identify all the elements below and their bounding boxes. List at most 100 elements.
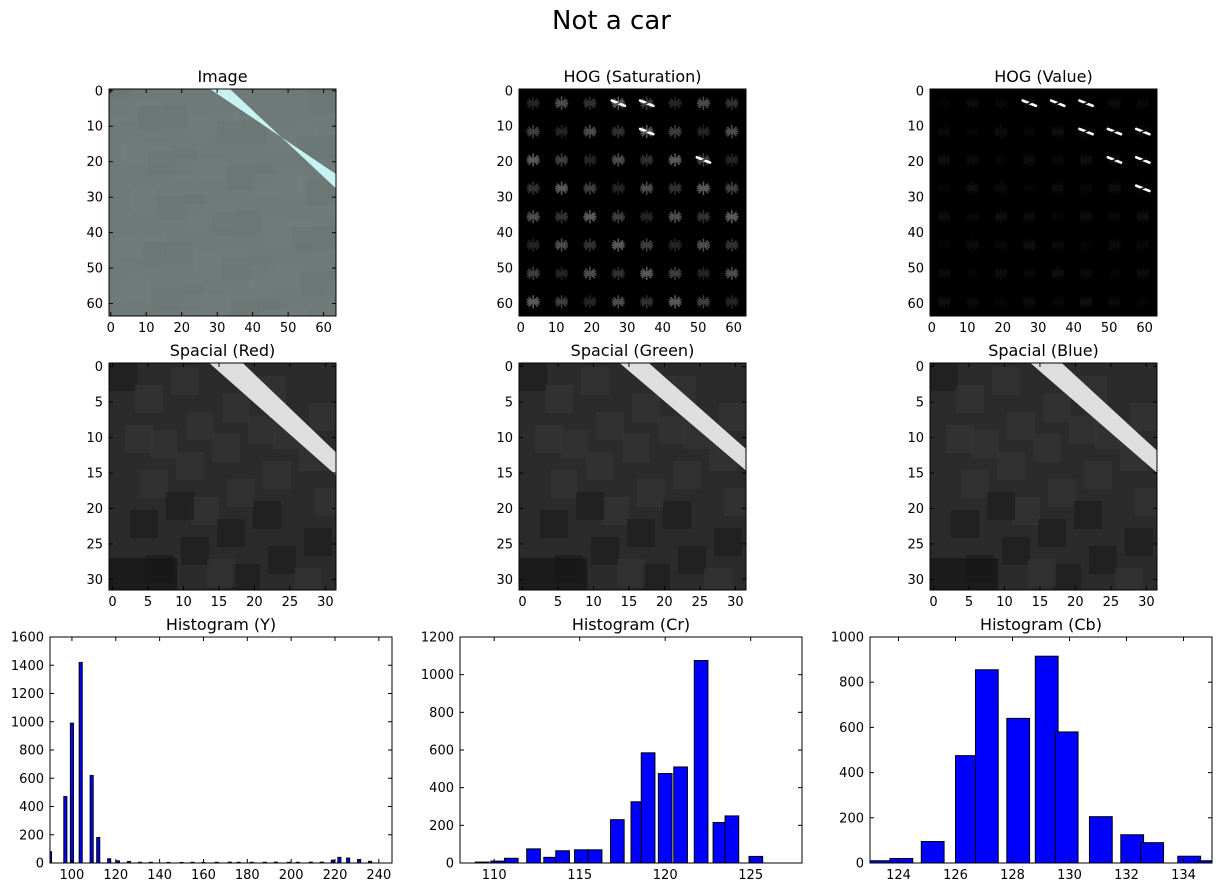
histogram-y-panel-bars [50,661,373,863]
histogram-y-panel-ytick-label: 600 [19,772,44,787]
histogram-cb-panel-xtick-label: 124 [886,868,911,883]
spacial-green-panel-xtick-label: 10 [585,595,602,610]
spacial-red-panel-ytick-label: 10 [86,431,103,446]
spacial-red-panel-ytick-label: 15 [86,466,103,481]
spacial-red-panel-raster [109,363,336,590]
histogram-cb-panel-title: Histogram (Cb) [980,615,1102,634]
hog-value-panel: HOG (Value) 0 10 20 30 40 50 60 0 10 20 30 40 50 60 [907,67,1158,336]
histogram-cr-panel-bar [526,848,541,863]
spacial-blue-panel-ytick-label: 5 [916,396,924,411]
spacial-green-panel-raster [519,363,746,590]
histogram-cr-panel-bar [503,857,519,863]
image-panel-xtick-label: 60 [315,321,332,336]
spacial-red-panel-xtick-label: 20 [246,595,263,610]
histogram-cr-panel-xtick-label: 120 [653,868,678,883]
histogram-cb-panel-bar [1177,855,1202,863]
image-panel-ytick-label: 60 [86,297,103,312]
histogram-cb-panel-bar [1120,834,1145,863]
histogram-cb-panel-bar [1054,731,1079,863]
histogram-cb-panel-bar [920,841,945,863]
histogram-cr-panel: Histogram (Cr) 110 115 120 125 0 200 400 600 800 1… [421,615,803,883]
histogram-cr-panel-bar [673,766,688,863]
hog-value-panel-xtick-label: 20 [994,321,1011,336]
hog-saturation-panel-xtick-label: 50 [690,321,707,336]
histogram-cb-panel-xtick-label: 126 [943,868,968,883]
image-panel-ytick-label: 10 [86,120,103,135]
spacial-green-panel-xtick-label: 5 [554,595,562,610]
histogram-cr-panel-bar [587,849,603,863]
hog-saturation-panel-xtick-label: 40 [654,321,671,336]
hog-value-panel-xtick-label: 50 [1101,321,1118,336]
hog-saturation-panel-ytick-label: 50 [496,262,513,277]
hog-saturation-panel-xtick-label: 20 [583,321,600,336]
hog-saturation-panel-ytick-label: 30 [496,191,513,206]
histogram-cb-panel-bar [889,857,914,863]
hog-saturation-panel-xtick-label: 30 [619,321,636,336]
image-panel-ytick-label: 40 [86,226,103,241]
histogram-cb-panel-bar [1034,655,1059,863]
image-panel-ytick-label: 20 [86,155,103,170]
spacial-green-panel: Spacial (Green) 0 5 10 15 20 25 30 0 5 10 15 20 25 30 [496,341,747,610]
histogram-y-panel-xtick-label: 240 [366,868,391,883]
spacial-green-panel-ytick-label: 0 [505,360,513,375]
spacial-green-panel-ytick-label: 20 [496,502,513,517]
histogram-y-panel-bar [78,661,83,863]
spacial-red-panel-ytick-label: 30 [86,573,103,588]
histogram-cr-panel-ytick-label: 600 [429,744,454,759]
hog-value-panel-xtick-label: 40 [1065,321,1082,336]
spacial-green-panel-xtick-label: 25 [692,595,709,610]
histogram-y-panel-title: Histogram (Y) [166,615,276,634]
spacial-blue-panel-xtick-label: 20 [1067,595,1084,610]
histogram-cr-panel-bar [574,849,589,863]
histogram-cb-panel-xtick-label: 132 [1114,868,1139,883]
hog-saturation-panel-ytick-label: 10 [496,120,513,135]
spacial-red-panel-ytick-label: 20 [86,502,103,517]
image-panel: Image 0 10 20 30 40 50 60 0 10 20 30 40 50 60 [86,67,337,336]
spacial-red-panel-xtick-label: 5 [144,595,152,610]
hog-value-panel-raster [930,89,1157,316]
spacial-red-panel-xtick-label: 15 [211,595,228,610]
spacial-green-panel-ytick-label: 30 [496,573,513,588]
histogram-cr-panel-bars [474,660,764,863]
histogram-cb-panel-xtick-label: 134 [1171,868,1196,883]
histogram-cr-panel-bar [640,752,656,863]
histogram-y-panel-bar [96,837,101,863]
spacial-blue-panel-ytick-label: 0 [916,360,924,375]
histogram-y-panel-bar [107,858,112,863]
image-panel-xtick-label: 20 [173,321,190,336]
spacial-blue-panel-xtick-label: 0 [929,595,937,610]
histogram-cb-panel-ytick-label: 1000 [831,631,864,646]
spacial-blue-panel-ytick-label: 15 [907,466,924,481]
hog-value-panel-xtick-label: 30 [1030,321,1047,336]
hog-value-panel-ytick-label: 10 [907,120,924,135]
image-panel-xtick-label: 10 [138,321,155,336]
histogram-cb-panel-ytick-label: 600 [839,721,864,736]
histogram-cr-panel-ytick-label: 400 [429,781,454,796]
image-panel-xtick-label: 30 [209,321,226,336]
histogram-y-panel-ytick-label: 1200 [11,687,44,702]
histogram-y-panel-ytick-label: 1000 [11,715,44,730]
histogram-y-panel-bar [337,856,342,863]
spacial-blue-panel-title: Spacial (Blue) [988,341,1099,360]
spacial-red-panel-xtick-label: 25 [282,595,299,610]
spacial-blue-panel-xtick-label: 15 [1032,595,1049,610]
spacial-blue-panel-xtick-label: 30 [1138,595,1155,610]
image-panel-raster [109,89,336,316]
histogram-cr-panel-ytick-label: 800 [429,706,454,721]
image-panel-title: Image [197,67,247,86]
image-panel-ytick-label: 30 [86,191,103,206]
spacial-blue-panel-ytick-label: 10 [907,431,924,446]
spacial-green-panel-ytick-label: 15 [496,466,513,481]
histogram-cr-panel-xtick-label: 110 [482,868,507,883]
histogram-cb-panel-bar [955,755,979,863]
spacial-blue-panel-ytick-label: 30 [907,573,924,588]
histogram-cb-panel-bar [1006,717,1031,863]
spacial-green-panel-xtick-label: 20 [656,595,673,610]
hog-saturation-panel-xtick-label: 60 [725,321,742,336]
figure-title: Not a car [552,6,671,36]
spacial-blue-panel-xtick-label: 5 [965,595,973,610]
hog-saturation-panel-xtick-label: 0 [517,321,525,336]
histogram-cr-panel-bar [555,850,570,863]
histogram-cb-panel-bar [1140,842,1165,863]
